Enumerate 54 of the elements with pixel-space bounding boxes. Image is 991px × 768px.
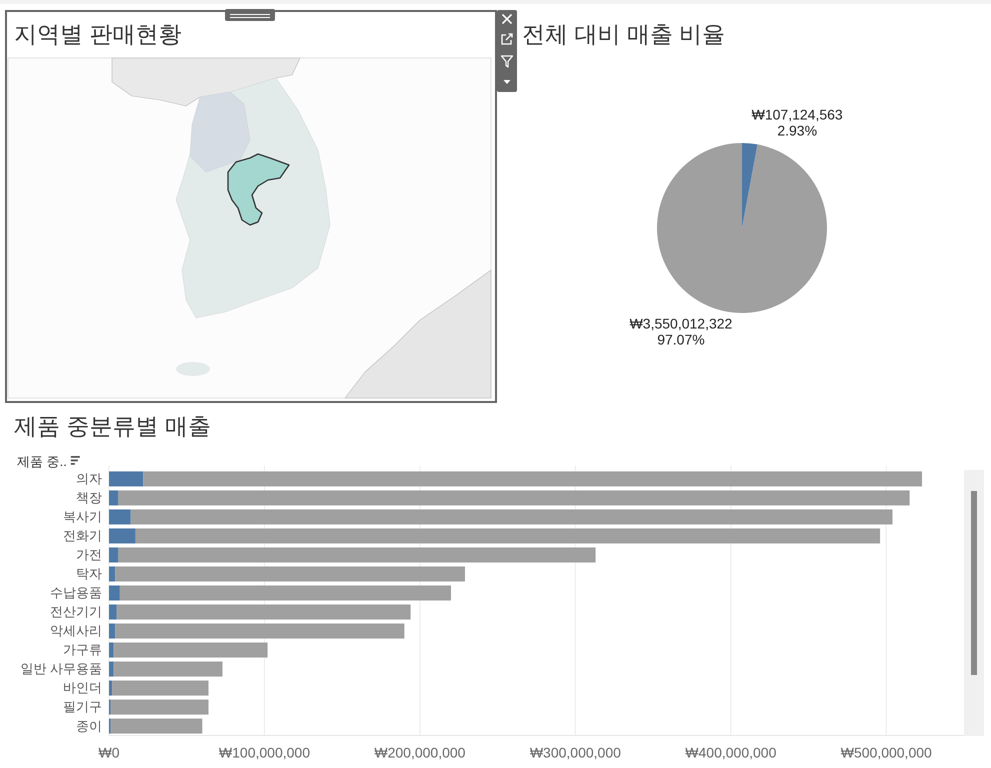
bar xyxy=(110,700,208,715)
text: 지역별 판매현황 xyxy=(14,21,182,47)
y-axis-title: 제품 중.. xyxy=(17,454,67,469)
pie-slice xyxy=(657,143,827,313)
bar xyxy=(109,547,118,562)
y-tick-label: 전화기 xyxy=(63,528,102,544)
y-tick-label: 전산기기 xyxy=(50,604,102,620)
y-tick-label: 가전 xyxy=(76,547,102,562)
y-tick-label: 탁자 xyxy=(76,566,102,582)
y-tick-label: 가구류 xyxy=(63,642,102,658)
bar xyxy=(130,509,892,524)
bar xyxy=(109,490,118,506)
bar xyxy=(109,528,136,544)
x-tick-label: ₩100,000,000 xyxy=(218,744,310,760)
bar xyxy=(109,662,114,677)
y-tick-label: 필기구 xyxy=(63,699,102,714)
y-tick-label: 악세사리 xyxy=(50,623,102,638)
bar xyxy=(109,585,120,601)
y-tick-label: 의자 xyxy=(76,471,102,486)
x-tick-label: ₩400,000,000 xyxy=(685,744,777,760)
y-tick-label: 바인더 xyxy=(63,680,102,696)
bar xyxy=(115,566,465,582)
bar xyxy=(120,585,451,601)
bar xyxy=(114,662,222,677)
bar xyxy=(109,509,131,524)
bar xyxy=(109,471,144,486)
data-label: ₩107,124,563 2.93% xyxy=(752,106,843,138)
x-tick-label: ₩500,000,000 xyxy=(840,744,932,760)
bar xyxy=(109,566,116,582)
bar xyxy=(118,490,910,506)
y-tick-label: 복사기 xyxy=(63,509,102,524)
y-tick-label: 종이 xyxy=(76,718,102,734)
bar xyxy=(135,528,880,544)
bar xyxy=(109,642,114,658)
bar xyxy=(110,718,202,734)
bar xyxy=(115,624,404,639)
bar xyxy=(143,471,922,486)
x-tick-label: ₩200,000,000 xyxy=(374,744,466,760)
y-tick-label: 수납용품 xyxy=(50,585,102,600)
x-tick-label: ₩0 xyxy=(98,744,120,760)
chart-title: 전체 대비 매출 비율 xyxy=(522,21,726,47)
x-tick-label: ₩300,000,000 xyxy=(530,744,622,760)
bar xyxy=(118,547,596,562)
bar xyxy=(112,680,208,696)
bar xyxy=(109,604,117,620)
data-label: ₩3,550,012,322 97.07% xyxy=(630,316,733,348)
chart-title: 제품 중분류별 매출 xyxy=(14,413,211,439)
pie-slice xyxy=(742,143,758,228)
bar xyxy=(109,680,112,696)
y-tick-label: 책장 xyxy=(76,490,102,506)
bar xyxy=(116,604,411,620)
bar xyxy=(114,642,268,658)
bar xyxy=(109,624,116,639)
y-tick-label: 일반 사무용품 xyxy=(20,661,102,676)
